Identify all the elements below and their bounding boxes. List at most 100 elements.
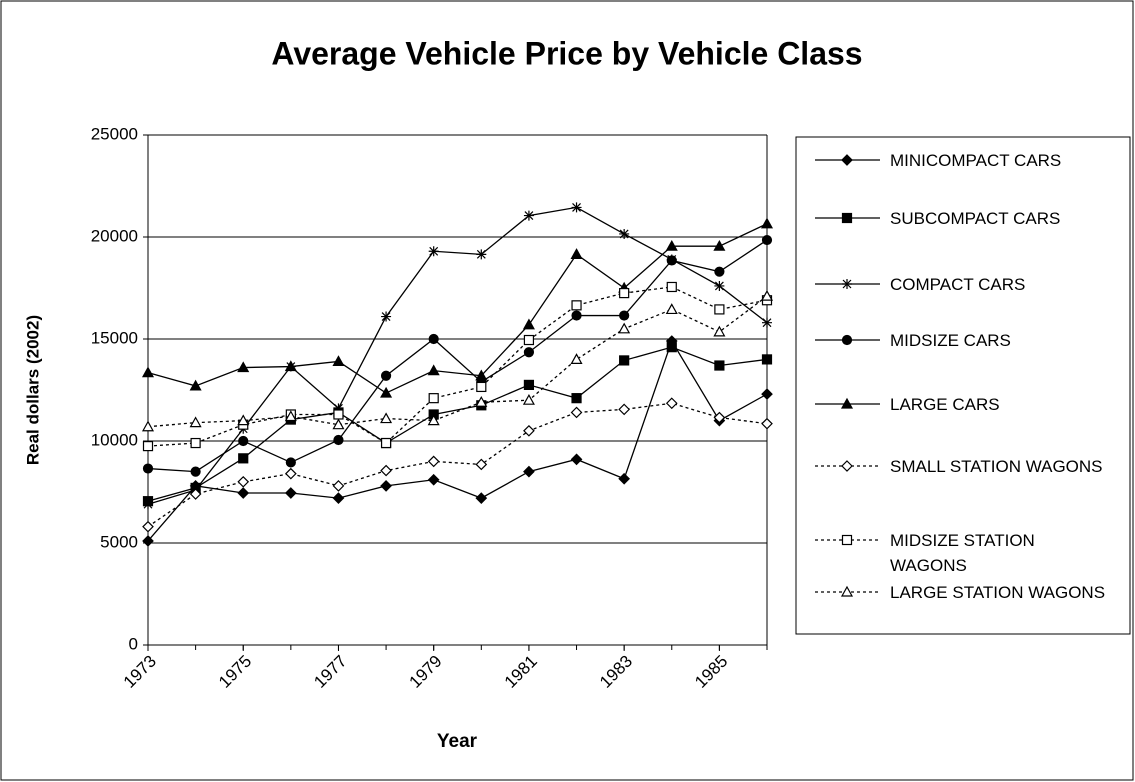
marker bbox=[190, 437, 201, 449]
marker bbox=[714, 280, 725, 291]
legend-label: SMALL STATION WAGONS bbox=[890, 456, 1103, 476]
marker bbox=[760, 289, 774, 301]
marker bbox=[428, 333, 439, 345]
marker bbox=[571, 202, 582, 213]
marker bbox=[381, 311, 392, 322]
marker bbox=[618, 322, 631, 334]
y-tick-label: 20000 bbox=[91, 226, 138, 245]
marker bbox=[476, 381, 487, 393]
legend-label: MIDSIZE STATION WAGONS bbox=[890, 530, 1035, 575]
marker bbox=[142, 520, 154, 533]
marker bbox=[665, 397, 678, 410]
marker bbox=[841, 212, 853, 224]
marker bbox=[761, 234, 773, 246]
marker bbox=[333, 403, 344, 414]
legend-label: LARGE STATION WAGONS bbox=[890, 582, 1106, 602]
marker bbox=[428, 393, 439, 404]
marker bbox=[142, 463, 154, 474]
marker bbox=[285, 457, 296, 468]
marker bbox=[475, 369, 488, 381]
marker bbox=[476, 249, 487, 260]
marker bbox=[428, 246, 439, 257]
marker bbox=[761, 388, 773, 400]
marker bbox=[427, 473, 440, 486]
marker bbox=[380, 464, 392, 477]
marker bbox=[760, 217, 774, 229]
marker bbox=[333, 409, 344, 420]
marker bbox=[427, 414, 440, 426]
marker bbox=[841, 154, 853, 166]
marker bbox=[666, 281, 677, 293]
marker bbox=[332, 418, 345, 430]
marker bbox=[523, 424, 535, 437]
legend-label: SUBCOMPACT CARS bbox=[890, 208, 1061, 228]
y-tick-label: 15000 bbox=[91, 328, 138, 347]
marker bbox=[284, 410, 297, 422]
marker bbox=[571, 393, 582, 404]
marker bbox=[142, 441, 154, 452]
marker bbox=[141, 420, 155, 432]
series-line bbox=[147, 339, 768, 542]
marker bbox=[571, 300, 582, 311]
marker bbox=[571, 310, 582, 321]
marker bbox=[143, 499, 153, 510]
marker bbox=[475, 458, 488, 471]
y-tick-label: 10000 bbox=[91, 430, 138, 449]
marker bbox=[141, 366, 155, 378]
marker bbox=[570, 353, 583, 364]
marker bbox=[761, 417, 773, 430]
marker bbox=[570, 406, 583, 419]
marker bbox=[570, 453, 583, 466]
marker bbox=[666, 255, 677, 266]
marker bbox=[570, 248, 583, 259]
marker bbox=[618, 403, 631, 416]
marker bbox=[523, 347, 535, 358]
marker bbox=[237, 475, 250, 488]
marker bbox=[713, 411, 726, 424]
marker bbox=[619, 355, 630, 366]
marker bbox=[841, 460, 853, 472]
marker bbox=[619, 310, 630, 321]
marker bbox=[842, 279, 852, 289]
marker bbox=[523, 379, 535, 390]
marker bbox=[840, 397, 854, 409]
marker bbox=[840, 585, 854, 597]
marker bbox=[238, 435, 249, 447]
legend-label: COMPACT CARS bbox=[890, 274, 1026, 294]
marker bbox=[523, 210, 534, 221]
marker bbox=[713, 325, 726, 337]
marker bbox=[189, 416, 202, 428]
marker bbox=[522, 393, 535, 405]
chart-title: Average Vehicle Price by Vehicle Class bbox=[271, 35, 862, 71]
marker bbox=[284, 360, 297, 372]
marker bbox=[142, 535, 154, 547]
marker bbox=[332, 480, 345, 492]
marker bbox=[761, 354, 773, 365]
marker bbox=[237, 487, 250, 499]
marker bbox=[666, 342, 677, 353]
marker bbox=[714, 360, 725, 371]
marker bbox=[238, 453, 249, 464]
marker bbox=[665, 239, 678, 251]
series-line bbox=[147, 295, 768, 428]
marker bbox=[427, 455, 440, 468]
marker bbox=[284, 467, 297, 480]
marker bbox=[714, 304, 725, 315]
y-tick-label: 0 bbox=[129, 634, 138, 653]
series-line bbox=[147, 223, 768, 394]
marker bbox=[189, 379, 202, 391]
series-line bbox=[147, 206, 768, 505]
marker bbox=[380, 386, 393, 398]
legend-label: LARGE CARS bbox=[890, 394, 1000, 414]
marker bbox=[762, 317, 772, 328]
series-line bbox=[147, 402, 768, 528]
legend-label: MINICOMPACT CARS bbox=[890, 150, 1062, 170]
y-axis-label: Real dollars (2002) bbox=[23, 315, 42, 465]
marker bbox=[284, 487, 297, 499]
marker bbox=[475, 492, 488, 504]
marker bbox=[619, 228, 630, 239]
series-line bbox=[147, 346, 768, 502]
legend-label: MIDSIZE CARS bbox=[890, 330, 1011, 350]
